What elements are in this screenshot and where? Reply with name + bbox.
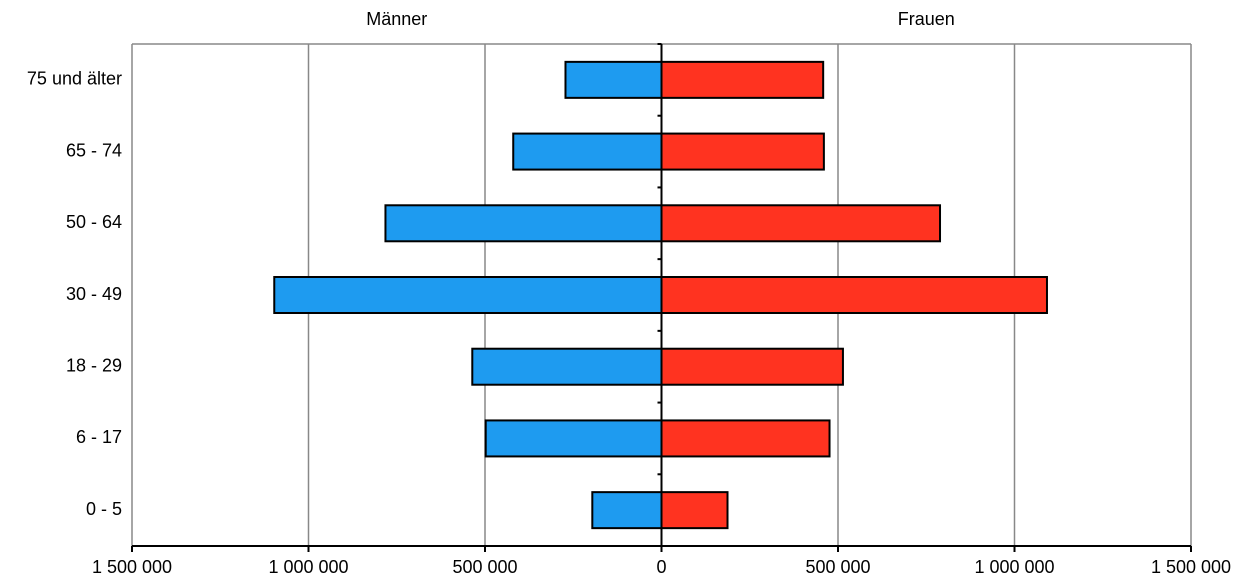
category-label: 0 - 5 bbox=[86, 499, 122, 519]
x-tick-label: 1 000 000 bbox=[268, 557, 348, 577]
x-tick-label: 1 500 000 bbox=[92, 557, 172, 577]
series-header-frauen: Frauen bbox=[898, 9, 955, 29]
bar-frauen bbox=[660, 204, 942, 243]
bar-frauen bbox=[660, 132, 825, 171]
category-label: 50 - 64 bbox=[66, 212, 122, 232]
x-tick-label: 0 bbox=[656, 557, 666, 577]
x-tick-label: 1 000 000 bbox=[974, 557, 1054, 577]
category-label: 65 - 74 bbox=[66, 140, 122, 160]
bar-maenner bbox=[512, 132, 663, 171]
category-label: 6 - 17 bbox=[76, 427, 122, 447]
bar-maenner bbox=[471, 347, 663, 386]
bar-frauen bbox=[660, 276, 1048, 314]
bar-frauen bbox=[660, 419, 831, 458]
x-tick-label: 500 000 bbox=[805, 557, 870, 577]
bar-maenner bbox=[591, 491, 663, 530]
bar-frauen bbox=[660, 60, 825, 99]
x-tick-label: 1 500 000 bbox=[1151, 557, 1231, 577]
bar-frauen bbox=[660, 491, 729, 530]
labels: 75 und älter 65 - 74 50 - 64 30 - 49 18 - 29… bbox=[27, 9, 1231, 577]
bar-maenner bbox=[484, 419, 663, 458]
bar-maenner bbox=[384, 204, 663, 243]
category-label: 18 - 29 bbox=[66, 355, 122, 375]
axes bbox=[131, 43, 1192, 552]
bars bbox=[273, 60, 1048, 530]
bar-frauen bbox=[660, 347, 844, 386]
x-tick-label: 500 000 bbox=[452, 557, 517, 577]
category-label: 30 - 49 bbox=[66, 284, 122, 304]
series-header-maenner: Männer bbox=[366, 9, 427, 29]
category-label: 75 und älter bbox=[27, 69, 122, 89]
bar-maenner bbox=[564, 60, 663, 99]
bar-maenner bbox=[273, 276, 663, 314]
